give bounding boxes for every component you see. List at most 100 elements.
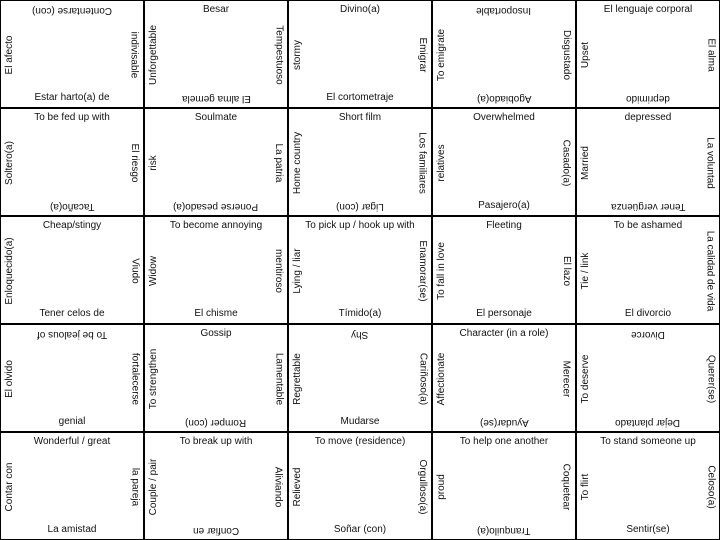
tile-left-label: To strengthen xyxy=(148,348,159,410)
puzzle-tile[interactable]: Wonderful / great la pareja La amistad C… xyxy=(0,432,144,540)
tile-right-label: El riesgo xyxy=(129,143,140,183)
tile-right-label: Los familiares xyxy=(417,132,428,194)
tile-top-label: Contentarse (con) xyxy=(31,5,113,16)
tile-bottom-label: El divorcio xyxy=(624,308,672,319)
tile-bottom-label: Tener vergüenza xyxy=(610,201,686,212)
puzzle-tile[interactable]: To help one another Coquetear Tranquilo(… xyxy=(432,432,576,540)
tile-left-label: proud xyxy=(436,474,447,500)
tile-top-label: To be jealous of xyxy=(36,329,108,340)
tile-left-label: Unforgettable xyxy=(148,24,159,86)
tile-top-label: To stand someone up xyxy=(600,436,696,447)
tile-top-label: To help one another xyxy=(459,436,549,447)
puzzle-tile[interactable]: Contentarse (con) indivisable Estar hart… xyxy=(0,0,144,108)
tile-right-label: Celoso(a) xyxy=(705,465,716,509)
tile-bottom-label: Ayudar(se) xyxy=(479,417,529,428)
puzzle-tile[interactable]: Fleeting El lazo El personaje To fall in… xyxy=(432,216,576,324)
tile-bottom-label: El alma gemela xyxy=(181,93,251,104)
tile-bottom-label: Pasajero(a) xyxy=(478,200,530,211)
tile-right-label: El alma xyxy=(705,38,716,72)
tile-left-label: Widow xyxy=(148,255,159,287)
puzzle-tile[interactable]: Character (in a role) Merecer Ayudar(se)… xyxy=(432,324,576,432)
tile-bottom-label: Tranquilo(a) xyxy=(477,525,531,536)
puzzle-tile[interactable]: Cheap/stingy Viudo Tener celos de Enloqu… xyxy=(0,216,144,324)
tile-top-label: Character (in a role) xyxy=(459,328,549,339)
tile-left-label: Soltero(a) xyxy=(4,141,15,185)
tile-left-label: Affectionate xyxy=(436,352,447,406)
tile-bottom-label: Tacaño(a) xyxy=(49,201,95,212)
tile-top-label: Shy xyxy=(351,329,369,340)
tile-top-label: To become annoying xyxy=(169,220,263,231)
tile-left-label: Home country xyxy=(292,131,303,195)
tile-left-label: relatives xyxy=(436,144,447,182)
tile-right-label: La calidad de vida xyxy=(705,230,716,312)
tile-bottom-label: Romper (con) xyxy=(185,417,247,428)
tile-bottom-label: Tímido(a) xyxy=(338,308,382,319)
tile-left-label: Contar con xyxy=(4,462,15,512)
puzzle-tile[interactable]: El lenguaje corporal El alma deprimido U… xyxy=(576,0,720,108)
tile-left-label: stormy xyxy=(292,40,303,70)
tile-top-label: Divino(a) xyxy=(339,4,380,15)
puzzle-tile[interactable]: Insoportable Disgustado Agobiado(a) To e… xyxy=(432,0,576,108)
tile-right-label: fortalecerse xyxy=(129,352,140,406)
tile-bottom-label: Mudarse xyxy=(340,416,380,427)
tile-left-label: El olvido xyxy=(4,360,15,398)
tile-right-label: Orgulloso(a) xyxy=(417,459,428,515)
tile-bottom-label: genial xyxy=(58,416,86,427)
tile-right-label: Casado(a) xyxy=(561,139,572,187)
tile-top-label: To move (residence) xyxy=(314,436,406,447)
puzzle-tile[interactable]: To be jealous of fortalecerse genial El … xyxy=(0,324,144,432)
tile-bottom-label: Sentir(se) xyxy=(626,524,670,535)
puzzle-tile[interactable]: Besar Tempestuoso El alma gemela Unforge… xyxy=(144,0,288,108)
tile-top-label: Insoportable xyxy=(476,5,532,16)
puzzle-tile[interactable]: Gossip Lamentable Romper (con) To streng… xyxy=(144,324,288,432)
puzzle-tile[interactable]: Shy Cariñoso(a) Mudarse Regrettable xyxy=(288,324,432,432)
tile-bottom-label: Estar harto(a) de xyxy=(34,92,110,103)
puzzle-tile[interactable]: Overwhelmed Casado(a) Pasajero(a) relati… xyxy=(432,108,576,216)
tile-top-label: Besar xyxy=(202,4,230,15)
puzzle-tile[interactable]: To stand someone up Celoso(a) Sentir(se)… xyxy=(576,432,720,540)
tile-right-label: Aliviando xyxy=(273,466,284,508)
tile-top-label: To pick up / hook up with xyxy=(305,220,415,231)
tile-bottom-label: Agobiado(a) xyxy=(476,93,532,104)
puzzle-tile[interactable]: Divino(a) Emigrar El cortometraje stormy xyxy=(288,0,432,108)
puzzle-tile[interactable]: Soulmate La patria Ponerse pesado(a) ris… xyxy=(144,108,288,216)
tile-right-label: indivisable xyxy=(129,31,140,79)
tile-top-label: Wonderful / great xyxy=(33,436,111,447)
tile-left-label: Enloquecido(a) xyxy=(4,237,15,305)
tile-top-label: Soulmate xyxy=(194,112,238,123)
puzzle-tile[interactable]: To move (residence) Orgulloso(a) Soñar (… xyxy=(288,432,432,540)
puzzle-tile[interactable]: depressed La voluntad Tener vergüenza Ma… xyxy=(576,108,720,216)
puzzle-tile[interactable]: To be ashamed La calidad de vida El divo… xyxy=(576,216,720,324)
tile-right-label: Merecer xyxy=(561,360,572,398)
tile-top-label: Gossip xyxy=(200,328,232,339)
tile-top-label: Fleeting xyxy=(486,220,522,231)
tile-right-label: Coquetear xyxy=(561,463,572,511)
tile-right-label: Querer(se) xyxy=(705,354,716,404)
puzzle-tile[interactable]: To become annoying mentiroso El chisme W… xyxy=(144,216,288,324)
tile-right-label: mentiroso xyxy=(273,249,284,293)
tile-left-label: Upset xyxy=(580,41,591,69)
puzzle-tile[interactable]: To pick up / hook up with Enamorar(se) T… xyxy=(288,216,432,324)
tile-right-label: Viudo xyxy=(129,258,140,284)
puzzle-tile[interactable]: Short film Los familiares Ligar (con) Ho… xyxy=(288,108,432,216)
tile-right-label: Lamentable xyxy=(273,352,284,406)
tile-top-label: To be fed up with xyxy=(34,112,110,123)
tile-right-label: Disgustado xyxy=(561,29,572,81)
tile-top-label: El lenguaje corporal xyxy=(603,4,693,15)
tile-bottom-label: El cortometraje xyxy=(326,92,394,103)
tile-bottom-label: Soñar (con) xyxy=(333,524,387,535)
puzzle-tile[interactable]: Divorce Querer(se) Dejar plantado To des… xyxy=(576,324,720,432)
tile-bottom-label: El chisme xyxy=(194,308,238,319)
puzzle-tile[interactable]: To break up with Aliviando Confiar en Co… xyxy=(144,432,288,540)
tile-bottom-label: Ligar (con) xyxy=(336,201,384,212)
tile-right-label: El lazo xyxy=(561,255,572,287)
tile-left-label: Relieved xyxy=(292,467,303,507)
tile-right-label: la pareja xyxy=(129,467,140,507)
tile-left-label: risk xyxy=(148,155,159,171)
tile-left-label: To deserve xyxy=(580,354,591,404)
puzzle-tile[interactable]: To be fed up with El riesgo Tacaño(a) So… xyxy=(0,108,144,216)
tile-bottom-label: Ponerse pesado(a) xyxy=(173,201,259,212)
tile-right-label: La voluntad xyxy=(705,137,716,189)
tile-top-label: Short film xyxy=(338,112,382,123)
